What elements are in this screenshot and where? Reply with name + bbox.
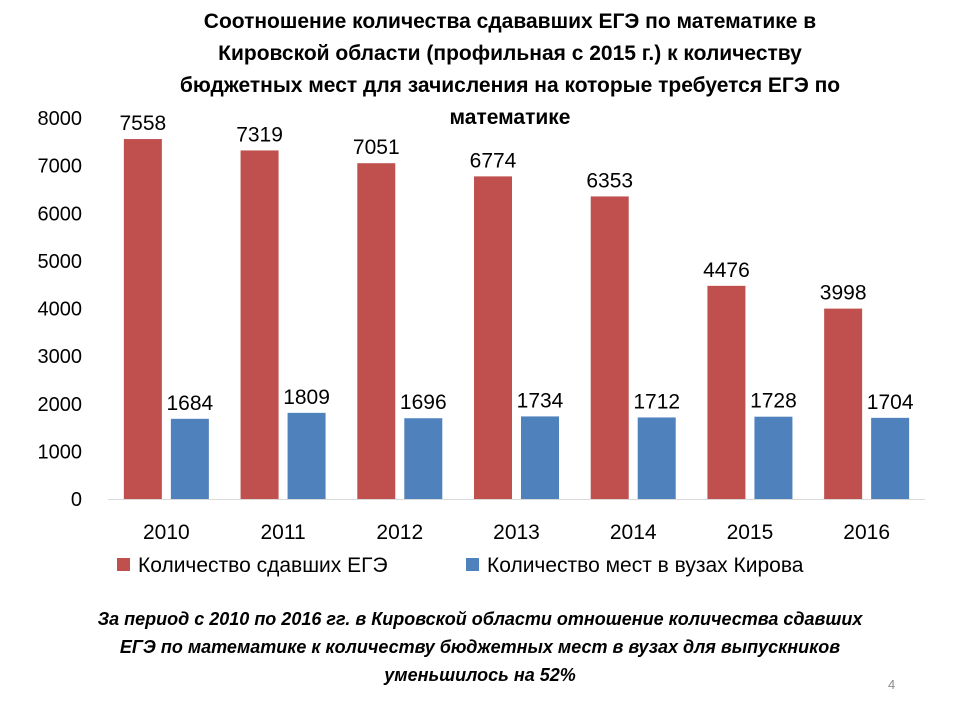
data-label: 6353 <box>586 169 633 192</box>
data-label: 3998 <box>820 282 867 305</box>
data-label: 1704 <box>867 391 914 414</box>
y-tick-label: 8000 <box>38 108 83 130</box>
bar-university-places <box>170 418 209 499</box>
slide-number: 4 <box>888 677 896 692</box>
bar-exam-takers <box>707 285 746 499</box>
bar-exam-takers <box>357 163 396 500</box>
legend-label: Количество сдавших ЕГЭ <box>138 554 388 577</box>
y-tick-label: 4000 <box>38 299 83 321</box>
chart-title-line: математике <box>450 106 571 129</box>
bar-university-places <box>754 416 793 499</box>
y-tick-label: 5000 <box>38 251 83 273</box>
legend-swatch <box>466 558 479 571</box>
bar-university-places <box>287 412 326 499</box>
x-tick-label: 2013 <box>493 521 540 544</box>
y-tick-label: 6000 <box>38 203 83 225</box>
legend-swatch <box>117 558 130 571</box>
x-tick-label: 2012 <box>376 521 423 544</box>
y-tick-label: 2000 <box>38 394 83 416</box>
bar-chart: Соотношение количества сдававших ЕГЭ по … <box>38 10 925 577</box>
x-tick-label: 2014 <box>610 521 657 544</box>
data-label: 1684 <box>166 392 213 415</box>
data-label: 7051 <box>353 136 400 159</box>
note-line: уменьшилось на 52% <box>384 665 576 685</box>
bar-university-places <box>404 418 443 499</box>
bars <box>123 139 910 500</box>
chart-title-line: Соотношение количества сдававших ЕГЭ по … <box>204 10 817 33</box>
data-labels: 7558 1684 7319 1809 7051 1696 6774 1734 6353 1712… <box>119 112 913 415</box>
data-label: 7558 <box>119 112 166 135</box>
bar-exam-takers <box>123 139 162 500</box>
bar-exam-takers <box>240 150 279 500</box>
conclusion-note: За период с 2010 по 2016 гг. в Кировской… <box>20 605 940 689</box>
data-label: 4476 <box>703 259 750 282</box>
x-tick-label: 2011 <box>260 521 305 544</box>
data-label: 6774 <box>470 149 517 172</box>
x-tick-label: 2016 <box>843 521 890 544</box>
y-axis: 0 1000 2000 3000 4000 5000 6000 7000 8000 <box>38 108 83 511</box>
note-line: ЕГЭ по математике к количеству бюджетных… <box>119 637 841 657</box>
data-label: 1734 <box>517 389 564 412</box>
data-label: 1696 <box>400 391 447 414</box>
x-tick-label: 2010 <box>143 521 190 544</box>
data-label: 1728 <box>750 390 797 413</box>
bar-exam-takers <box>824 308 863 499</box>
bar-university-places <box>637 417 676 499</box>
x-axis: 2010 2011 2012 2013 2014 2015 2016 <box>108 499 925 544</box>
data-label: 1712 <box>633 390 680 413</box>
x-tick-label: 2015 <box>727 521 774 544</box>
chart-title-line: бюджетных мест для зачисления на которые… <box>180 74 840 97</box>
y-tick-label: 0 <box>71 489 82 511</box>
chart-title: Соотношение количества сдававших ЕГЭ по … <box>180 10 840 129</box>
note-line: За период с 2010 по 2016 гг. в Кировской… <box>97 609 863 629</box>
legend: Количество сдавших ЕГЭ Количество мест в … <box>117 554 804 577</box>
bar-exam-takers <box>590 196 629 500</box>
data-label: 1809 <box>283 386 330 409</box>
bar-exam-takers <box>474 176 512 499</box>
data-label: 7319 <box>236 123 283 146</box>
bar-university-places <box>871 417 910 499</box>
bar-university-places <box>521 416 559 499</box>
chart-title-line: Кировской области (профильная с 2015 г.)… <box>218 42 802 65</box>
y-tick-label: 3000 <box>38 346 83 368</box>
legend-label: Количество мест в вузах Кирова <box>487 554 804 577</box>
y-tick-label: 7000 <box>38 156 83 178</box>
y-tick-label: 1000 <box>38 441 83 463</box>
